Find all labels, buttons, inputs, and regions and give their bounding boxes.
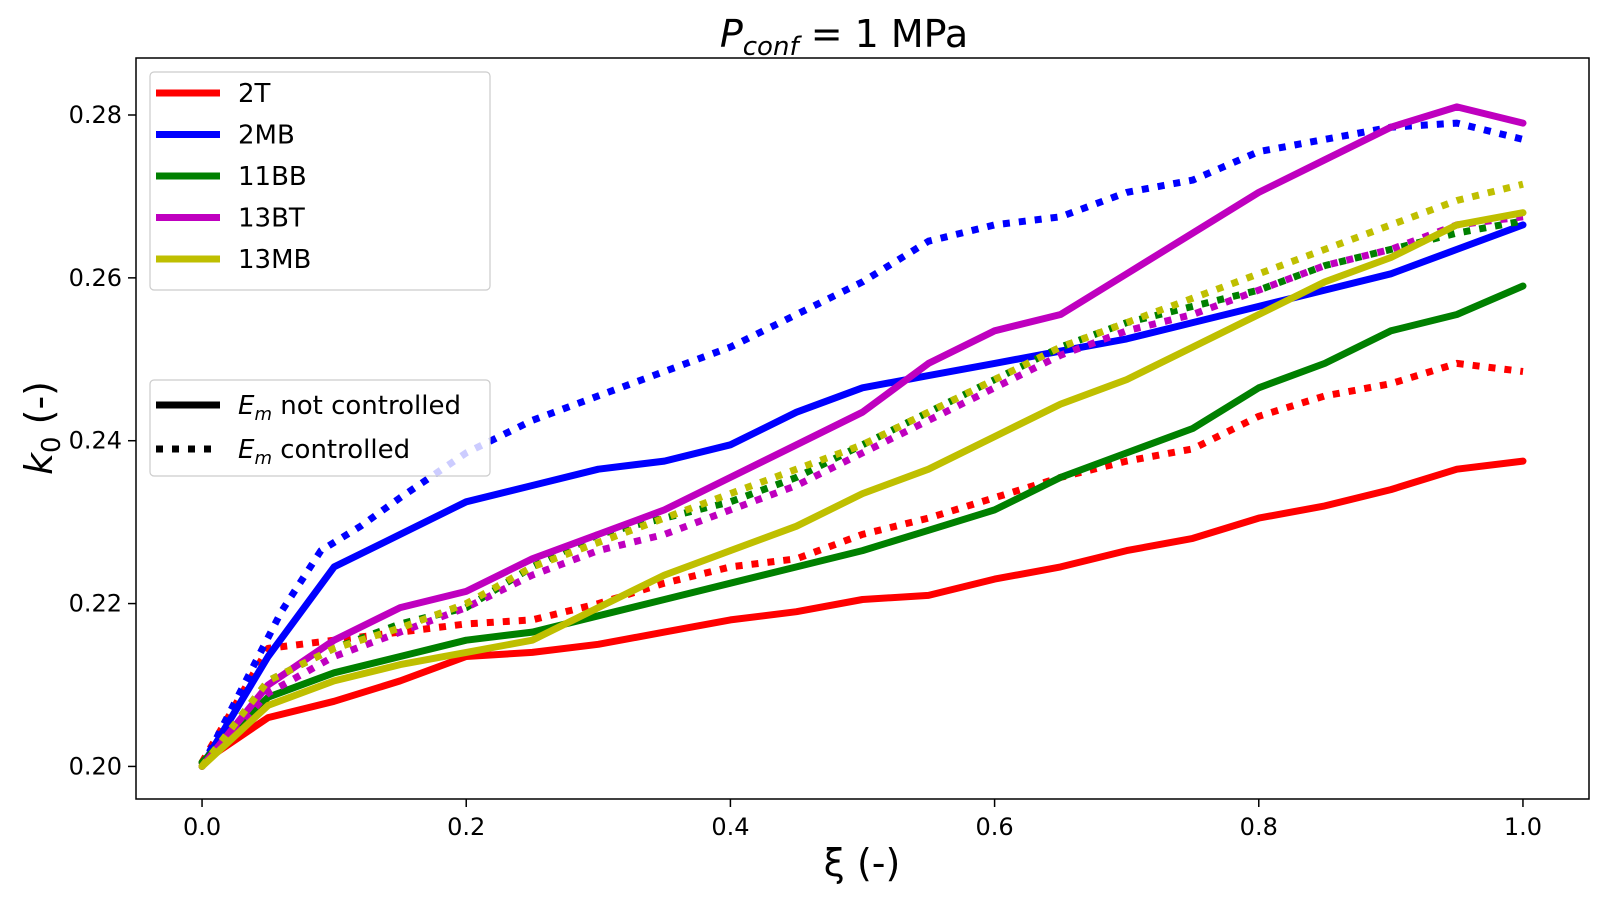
series-13mb-not-controlled-line xyxy=(198,209,1527,770)
y-tick-label: 0.26 xyxy=(69,264,122,292)
x-tick-label: 0.0 xyxy=(183,813,221,841)
y-axis: 0.20 0.22 0.24 0.26 0.28 xyxy=(69,101,136,780)
x-tick-label: 0.2 xyxy=(447,813,485,841)
series-13mb-controlled-line xyxy=(199,180,1524,769)
series-13bt-controlled-line xyxy=(199,213,1524,769)
series-11bb-not-controlled-line xyxy=(198,282,1527,766)
legend-box xyxy=(149,71,491,291)
legend-label-11bb: 11BB xyxy=(238,162,307,192)
chart-title: Pconf = 1 MPa xyxy=(720,12,968,62)
x-tick-label: 0.6 xyxy=(976,813,1014,841)
legend-dotted-label: Em controlled xyxy=(238,435,410,469)
style-legend-box xyxy=(149,379,491,477)
legend-label-2mb: 2MB xyxy=(238,121,295,151)
series-2t-not-controlled-line xyxy=(198,457,1527,766)
y-tick-label: 0.20 xyxy=(69,752,122,780)
plot-area-frame xyxy=(135,57,1590,800)
x-tick-label: 0.4 xyxy=(711,813,749,841)
legend-label-13bt: 13BT xyxy=(238,204,305,234)
legend-solid-label: Em not controlled xyxy=(238,391,461,425)
legend-samples: 2T 2MB 11BB 13BT 13MB xyxy=(149,71,491,291)
series-2mb-controlled-line xyxy=(198,119,1524,768)
legend-label-13mb: 13MB xyxy=(238,245,311,275)
legend-label-2t: 2T xyxy=(238,79,271,109)
y-tick-label: 0.24 xyxy=(69,427,122,455)
series-2t-controlled-line xyxy=(198,359,1524,765)
x-tick-label: 1.0 xyxy=(1504,813,1542,841)
x-axis: 0.0 0.2 0.4 0.6 0.8 1.0 xyxy=(183,799,1542,841)
series-13bt-not-controlled-line xyxy=(198,103,1527,770)
series-layer xyxy=(198,103,1527,770)
y-axis-label: k0 (-) xyxy=(17,381,67,475)
x-tick-label: 0.8 xyxy=(1240,813,1278,841)
x-axis-label: ξ (-) xyxy=(824,841,901,885)
y-tick-label: 0.22 xyxy=(69,590,122,618)
legend-styles: Em not controlled Em controlled xyxy=(149,379,491,477)
y-tick-label: 0.28 xyxy=(69,101,122,129)
